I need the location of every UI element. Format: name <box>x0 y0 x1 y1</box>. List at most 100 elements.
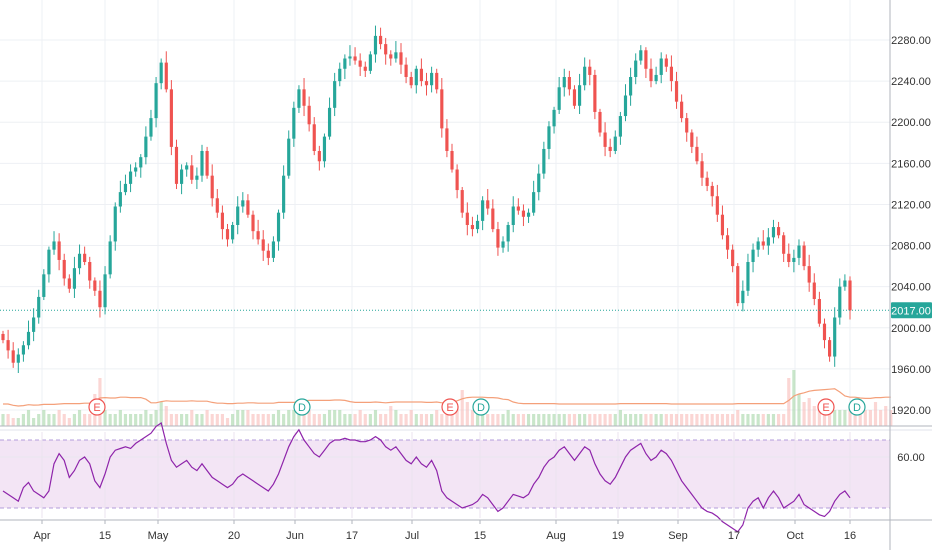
volume-bar <box>123 414 128 426</box>
volume-bar <box>828 410 832 426</box>
candle-body <box>384 44 388 55</box>
candle-body <box>373 35 378 55</box>
volume-bar <box>746 414 750 426</box>
dividend-marker[interactable]: D <box>293 398 311 416</box>
candle-body <box>164 62 168 90</box>
price-tick-label: 2200.00 <box>891 117 931 129</box>
candle-body <box>77 253 82 269</box>
candle-body <box>317 151 321 162</box>
last-price-text: 2017.00 <box>891 305 931 317</box>
candle-body <box>67 278 71 289</box>
volume-bar <box>241 410 245 426</box>
rsi-pane[interactable] <box>0 422 890 533</box>
rsi-time-grid <box>41 432 851 518</box>
time-tick-label: Jun <box>286 530 304 542</box>
volume-bar <box>547 414 551 426</box>
dividend-marker[interactable]: D <box>848 398 866 416</box>
rsi-axis[interactable]: 60.00 <box>897 452 925 464</box>
candle-body <box>654 74 658 82</box>
volume-bar <box>134 414 138 426</box>
volume-bar <box>572 414 577 426</box>
candle-body <box>338 68 342 82</box>
candle-body <box>440 89 444 129</box>
candle-body <box>634 60 638 77</box>
earnings-marker[interactable]: E <box>441 398 459 416</box>
volume-bar <box>440 414 444 426</box>
dividend-marker[interactable]: D <box>472 398 490 416</box>
candle-body <box>766 237 770 246</box>
candle-body <box>720 214 725 236</box>
candle-body <box>685 118 689 133</box>
candle-body <box>761 241 765 246</box>
price-axis[interactable]: 2280.00 2240.00 2200.00 2160.00 2120.00 2080.… <box>889 0 931 550</box>
candle-body <box>88 262 92 281</box>
volume-bar <box>833 410 837 426</box>
candle-body <box>93 280 97 291</box>
candle-body <box>251 214 255 232</box>
candle-body <box>144 136 148 158</box>
candle-body <box>669 66 673 82</box>
volume-bar <box>705 414 709 426</box>
volume-bar <box>629 414 633 426</box>
volume-bar <box>664 414 668 426</box>
volume-bar <box>77 410 82 426</box>
volume-bar <box>848 406 852 426</box>
price-grid <box>0 39 890 411</box>
volume-bar <box>511 414 515 426</box>
time-tick-label: Apr <box>33 530 50 542</box>
volume-bar <box>149 414 153 426</box>
volume-bar <box>690 414 694 426</box>
volume-bar <box>348 414 352 426</box>
volume-bar <box>409 410 413 426</box>
volume-bar <box>776 414 781 426</box>
candle-body <box>782 235 786 254</box>
candle-body <box>690 132 694 147</box>
volume-bar <box>537 414 541 426</box>
candle-body <box>139 157 143 168</box>
volume-bar <box>766 414 770 426</box>
volume-bar <box>88 414 92 426</box>
candle-body <box>771 227 776 238</box>
candle-body <box>103 274 107 308</box>
marker-circle <box>472 398 490 416</box>
volume-bar <box>858 406 862 426</box>
volume-bar <box>526 414 531 426</box>
candle-body <box>42 274 46 297</box>
marker-label: E <box>93 402 100 414</box>
earnings-marker[interactable]: E <box>817 398 835 416</box>
candle-body <box>817 299 821 324</box>
volume-bar <box>128 414 133 426</box>
candle-body <box>593 74 597 112</box>
candle-body <box>547 126 551 149</box>
candle-body <box>419 68 423 82</box>
volume-bar <box>879 410 883 426</box>
candle-body <box>659 58 663 75</box>
candle-body <box>389 54 393 59</box>
price-tick-label: 2120.00 <box>891 199 931 211</box>
volume-bar <box>720 414 725 426</box>
volume-bar <box>302 406 306 426</box>
volume-bar <box>475 414 480 426</box>
candle-body <box>205 151 209 176</box>
candle-body <box>598 111 602 133</box>
time-axis[interactable]: Apr 15 May 20 Jun 17 Jul 15 Aug 19 Sep 17 Oct 16 <box>0 519 932 542</box>
volume-bar <box>358 410 362 426</box>
volume-bar <box>481 414 485 426</box>
volume-bar <box>322 414 327 426</box>
candle-body <box>200 151 204 176</box>
candle-body <box>169 89 173 147</box>
time-tick-label: 19 <box>612 530 624 542</box>
volume-bar <box>715 414 719 426</box>
volume-bar <box>807 398 811 426</box>
earnings-marker[interactable]: E <box>88 398 106 416</box>
price-pane-bg <box>0 0 890 426</box>
volume-bar <box>577 414 582 426</box>
price-tick-label: 2160.00 <box>891 158 931 170</box>
time-tick-label: 17 <box>346 530 358 542</box>
candle-body <box>430 72 434 86</box>
candle-body <box>108 241 112 275</box>
candle-body <box>185 165 189 170</box>
